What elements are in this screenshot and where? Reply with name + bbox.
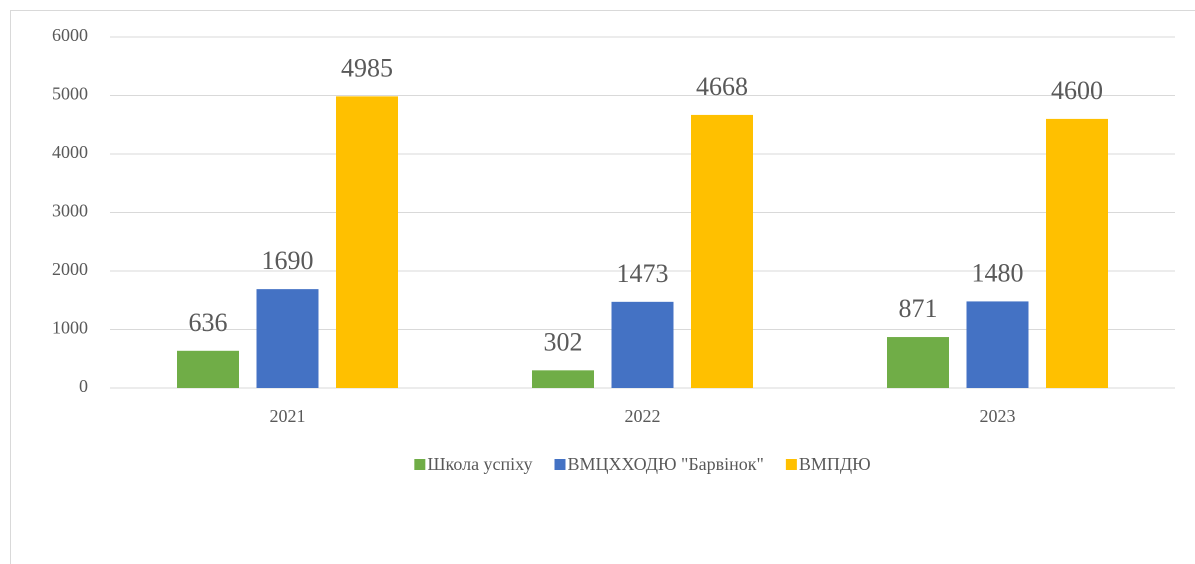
x-tick-label: 2023 <box>980 406 1016 426</box>
data-label: 4985 <box>341 53 393 82</box>
y-tick-label: 0 <box>79 376 88 396</box>
bar <box>611 301 674 388</box>
legend-label: ВМПДЮ <box>799 454 871 474</box>
bar <box>177 350 239 388</box>
legend-swatch <box>554 459 566 470</box>
data-label: 1690 <box>262 246 314 275</box>
x-tick-label: 2021 <box>270 406 306 426</box>
bar <box>966 301 1029 388</box>
legend-swatch <box>414 459 426 470</box>
y-tick-label: 4000 <box>52 142 88 162</box>
bar <box>691 114 753 388</box>
data-label: 1480 <box>972 258 1024 287</box>
y-tick-label: 2000 <box>52 259 88 279</box>
data-label: 871 <box>899 294 938 323</box>
bar <box>887 337 949 388</box>
y-tick-label: 5000 <box>52 84 88 104</box>
bar <box>256 289 319 388</box>
data-label: 1473 <box>617 259 669 288</box>
data-label: 4668 <box>696 72 748 101</box>
y-tick-label: 1000 <box>52 318 88 338</box>
y-tick-label: 6000 <box>52 25 88 45</box>
x-tick-label: 2022 <box>625 406 661 426</box>
data-label: 636 <box>189 308 228 337</box>
y-tick-label: 3000 <box>52 201 88 221</box>
bar <box>532 370 594 388</box>
bar <box>336 96 398 388</box>
data-label: 4600 <box>1051 76 1103 105</box>
data-label: 302 <box>544 327 583 356</box>
legend-label: ВМЦХХОДЮ "Барвінок" <box>568 454 764 474</box>
legend-label: Школа успіху <box>427 454 532 474</box>
bar <box>1046 118 1108 389</box>
chart-border <box>10 10 1195 564</box>
legend-swatch <box>785 459 797 470</box>
